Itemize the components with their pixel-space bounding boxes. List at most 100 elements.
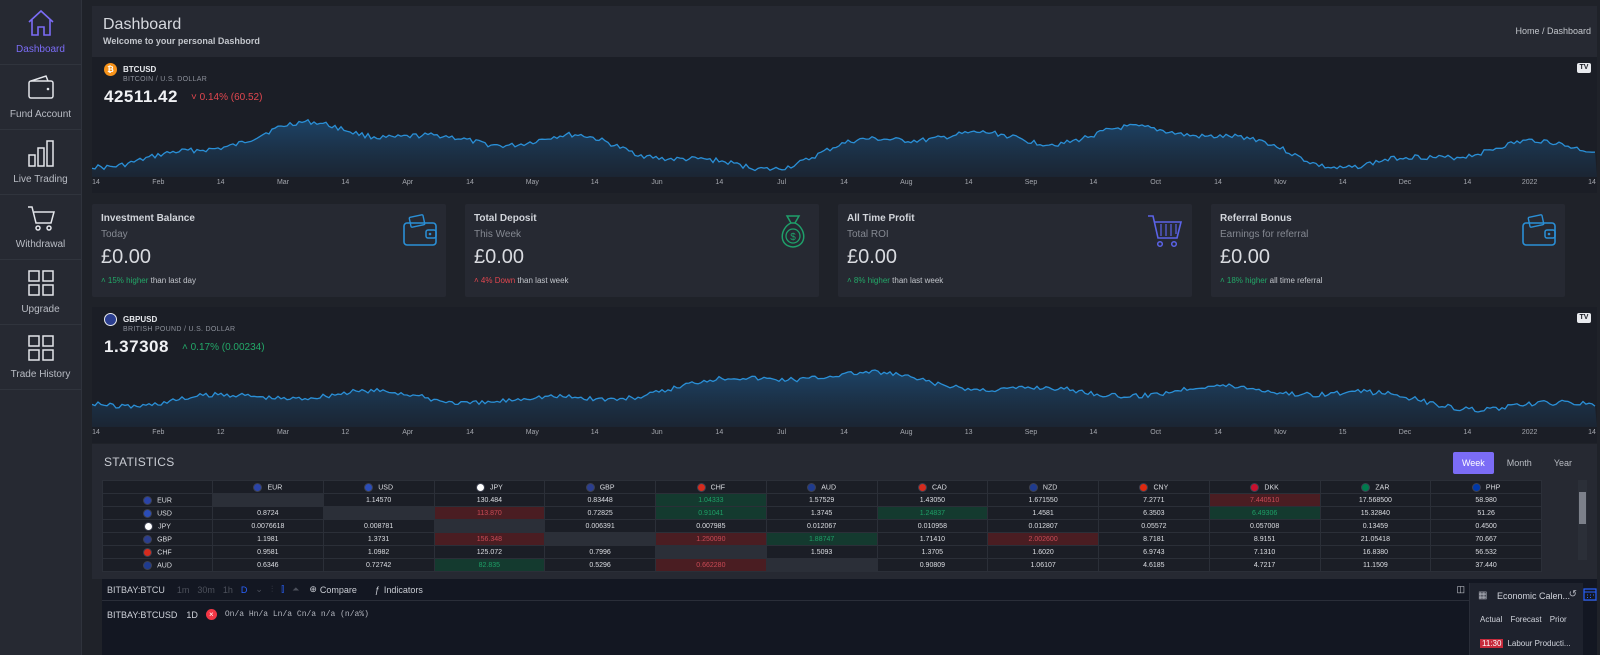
row-header[interactable]: JPY	[102, 519, 213, 533]
column-header[interactable]: CNY	[1098, 480, 1210, 494]
rate-cell[interactable]: 125.072	[433, 545, 546, 559]
row-header[interactable]: AUD	[102, 558, 213, 572]
rate-cell[interactable]: 6.9743	[1098, 545, 1210, 559]
indicators-icon[interactable]: ƒ	[374, 584, 380, 595]
rate-cell[interactable]: 0.72825	[544, 506, 656, 520]
rate-cell[interactable]: 1.24837	[876, 506, 989, 520]
interval-1h[interactable]: 1h	[222, 584, 233, 595]
rate-cell[interactable]: 0.91041	[655, 506, 767, 520]
close-icon[interactable]: ×	[205, 609, 217, 620]
rate-cell[interactable]: 0.010958	[876, 519, 989, 533]
tradingview-chart-widget[interactable]: BITBAY:BTCU 1m 30m 1h D ⌄ ⫶ ⫿ ⏶ ⊕ Compar…	[102, 579, 1597, 655]
rate-cell[interactable]	[544, 532, 656, 546]
rate-cell[interactable]: 1.3705	[876, 545, 989, 559]
gbp-ticker-widget[interactable]: GBPUSD BRITISH POUND / U.S. DOLLAR 1.373…	[92, 307, 1597, 443]
rate-cell[interactable]: 0.05572	[1098, 519, 1210, 533]
rate-cell[interactable]: 0.006391	[544, 519, 656, 533]
rate-cell[interactable]: 130.484	[433, 493, 546, 507]
rate-cell[interactable]: 8.9151	[1208, 532, 1321, 546]
candle-style-icon[interactable]: ⫶	[270, 584, 274, 594]
sidebar-item-withdrawal[interactable]: Withdrawal	[0, 195, 81, 260]
sidebar-item-dashboard[interactable]: Dashboard	[0, 0, 81, 65]
column-header[interactable]: DKK	[1208, 480, 1321, 494]
interval-1m[interactable]: 1m	[176, 584, 190, 595]
rate-cell[interactable]: 1.43050	[876, 493, 989, 507]
compare-plus-icon[interactable]: ⊕	[309, 584, 317, 594]
rate-cell[interactable]: 56.532	[1430, 545, 1542, 559]
indicators-button[interactable]: Indicators	[383, 584, 423, 595]
row-header[interactable]: CHF	[102, 545, 213, 559]
rate-cell[interactable]	[433, 519, 546, 533]
rate-cell[interactable]: 2.002600	[987, 532, 1099, 546]
economic-calendar-panel[interactable]: ▦ Economic Calen... ↺ Actual Forecast Pr…	[1469, 583, 1583, 655]
sidebar-item-trade-history[interactable]: Trade History	[0, 325, 81, 390]
rate-cell[interactable]: 113.870	[433, 506, 546, 520]
column-header[interactable]: USD	[322, 480, 435, 494]
compare-button[interactable]: Compare	[319, 584, 357, 595]
rate-cell[interactable]: 1.3731	[322, 532, 435, 546]
rate-cell[interactable]: 1.14570	[322, 493, 435, 507]
rate-cell[interactable]: 4.6185	[1098, 558, 1210, 572]
column-header[interactable]: NZD	[987, 480, 1099, 494]
rate-cell[interactable]: 0.0076618	[212, 519, 324, 533]
row-header[interactable]: USD	[102, 506, 213, 520]
rate-cell[interactable]: 6.3503	[1098, 506, 1210, 520]
calendar-event[interactable]: 11:30 Labour Producti...	[1480, 639, 1571, 648]
history-icon[interactable]: ↺	[1568, 589, 1577, 600]
tradingview-logo-icon[interactable]: TV	[1577, 63, 1591, 73]
rate-cell[interactable]: 1.671550	[987, 493, 1099, 507]
rate-cell[interactable]: 1.88747	[765, 532, 878, 546]
rate-cell[interactable]: 1.250090	[655, 532, 767, 546]
rate-cell[interactable]: 0.057008	[1208, 519, 1321, 533]
rate-cell[interactable]: 0.5296	[544, 558, 656, 572]
sidebar-item-fund-account[interactable]: Fund Account	[0, 65, 81, 130]
rate-cell[interactable]: 51.26	[1430, 506, 1542, 520]
sidebar-item-live-trading[interactable]: Live Trading	[0, 130, 81, 195]
area-style-icon[interactable]: ⏶	[292, 584, 300, 594]
rate-cell[interactable]: 0.012067	[765, 519, 878, 533]
rate-cell[interactable]: 0.9581	[212, 545, 324, 559]
rate-cell[interactable]: 70.667	[1430, 532, 1542, 546]
rate-cell[interactable]: 1.6020	[987, 545, 1099, 559]
row-header[interactable]: EUR	[102, 493, 213, 507]
rate-cell[interactable]: 7.2771	[1098, 493, 1210, 507]
camera-icon[interactable]: ◫	[1456, 584, 1465, 594]
rate-cell[interactable]	[765, 558, 878, 572]
btc-ticker-widget[interactable]: ₿ BTCUSD BITCOIN / U.S. DOLLAR 42511.42 ˅…	[92, 57, 1597, 193]
interval-30m[interactable]: 30m	[197, 584, 215, 595]
rate-cell[interactable]	[655, 545, 767, 559]
rate-cell[interactable]: 11.1509	[1319, 558, 1432, 572]
column-header[interactable]: JPY	[433, 480, 546, 494]
rate-cell[interactable]	[212, 493, 324, 507]
rate-cell[interactable]: 156.348	[433, 532, 546, 546]
rate-cell[interactable]: 1.1981	[212, 532, 324, 546]
rate-cell[interactable]: 0.662280	[655, 558, 767, 572]
rate-cell[interactable]: 16.8380	[1319, 545, 1432, 559]
rate-cell[interactable]: 1.04333	[655, 493, 767, 507]
rate-cell[interactable]: 15.32840	[1319, 506, 1432, 520]
rate-cell[interactable]: 1.71410	[876, 532, 989, 546]
rate-cell[interactable]: 1.0982	[322, 545, 435, 559]
breadcrumb[interactable]: Home / Dashboard	[1515, 26, 1591, 36]
rate-cell[interactable]: 58.980	[1430, 493, 1542, 507]
rate-cell[interactable]: 0.7996	[544, 545, 656, 559]
column-header[interactable]: CAD	[876, 480, 989, 494]
rate-cell[interactable]: 0.72742	[322, 558, 435, 572]
rate-cell[interactable]: 8.7181	[1098, 532, 1210, 546]
rate-cell[interactable]	[322, 506, 435, 520]
column-header[interactable]: EUR	[212, 480, 324, 494]
rate-cell[interactable]: 1.4581	[987, 506, 1099, 520]
calendar-icon[interactable]	[1583, 587, 1597, 601]
table-scrollbar[interactable]	[1578, 480, 1587, 560]
rate-cell[interactable]: 82.835	[433, 558, 546, 572]
rate-cell[interactable]: 0.008781	[322, 519, 435, 533]
rate-cell[interactable]: 0.90809	[876, 558, 989, 572]
tab-week[interactable]: Week	[1452, 452, 1494, 474]
column-header[interactable]: AUD	[765, 480, 878, 494]
symbol-search[interactable]: BITBAY:BTCU	[107, 584, 165, 595]
rate-cell[interactable]: 1.3745	[765, 506, 878, 520]
rate-cell[interactable]: 37.440	[1430, 558, 1542, 572]
rate-cell[interactable]: 17.568500	[1319, 493, 1432, 507]
column-header[interactable]: PHP	[1430, 480, 1542, 494]
rate-cell[interactable]: 0.83448	[544, 493, 656, 507]
